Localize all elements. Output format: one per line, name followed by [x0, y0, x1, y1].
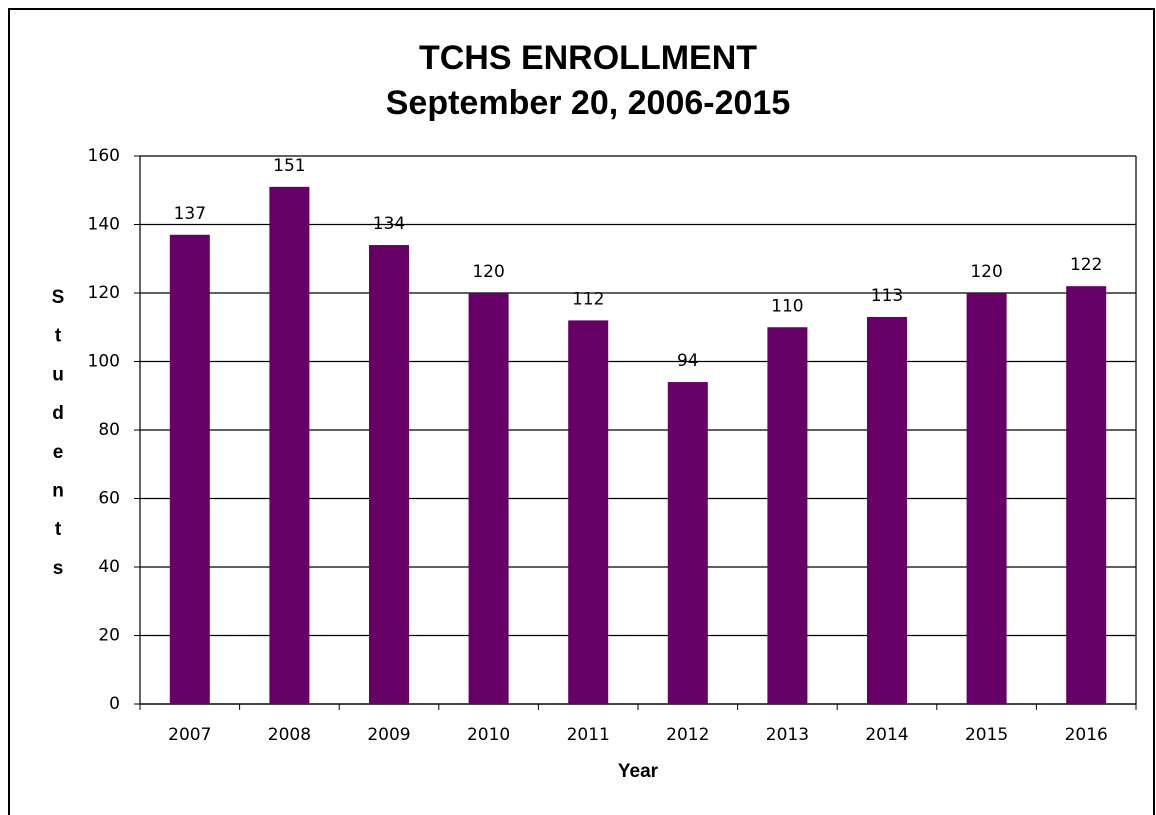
y-tick-label: 120 — [88, 283, 120, 303]
chart-title: TCHS ENROLLMENT — [419, 39, 757, 77]
x-tick-label: 2012 — [666, 725, 709, 745]
y-tick-label: 0 — [109, 694, 120, 714]
y-tick-label: 40 — [98, 557, 120, 577]
data-label: 113 — [871, 286, 903, 306]
bar — [568, 320, 609, 704]
y-tick-label: 100 — [88, 352, 120, 372]
bar — [1066, 286, 1107, 704]
x-tick-label: 2016 — [1065, 725, 1108, 745]
x-tick-label: 2007 — [168, 725, 211, 745]
data-label: 122 — [1070, 255, 1102, 275]
data-label: 120 — [970, 262, 1002, 282]
y-tick-label: 60 — [98, 489, 120, 509]
data-label: 134 — [373, 214, 405, 234]
data-label: 137 — [174, 204, 206, 224]
bar — [767, 327, 808, 704]
x-tick-label: 2014 — [865, 725, 908, 745]
chart-border — [8, 8, 1155, 815]
x-tick-label: 2010 — [467, 725, 510, 745]
y-tick-label: 140 — [88, 215, 120, 235]
x-tick-label: 2009 — [367, 725, 410, 745]
bar — [369, 245, 409, 705]
data-label: 94 — [677, 351, 699, 371]
data-label: 151 — [273, 156, 305, 176]
x-axis-title: Year — [618, 761, 659, 782]
data-label: 120 — [472, 262, 504, 282]
bar — [468, 293, 509, 704]
bar — [269, 186, 310, 704]
bar — [867, 316, 907, 704]
y-tick-label: 20 — [98, 626, 120, 646]
bar — [667, 382, 708, 704]
y-tick-label: 80 — [98, 420, 120, 440]
bar — [966, 293, 1007, 704]
chart-subtitle: September 20, 2006-2015 — [386, 84, 790, 122]
x-tick-label: 2008 — [268, 725, 311, 745]
data-label: 110 — [771, 296, 803, 316]
data-label: 112 — [572, 289, 604, 309]
y-tick-label: 160 — [88, 146, 120, 166]
x-tick-label: 2013 — [766, 725, 809, 745]
x-tick-label: 2015 — [965, 725, 1008, 745]
bar — [169, 234, 210, 704]
x-tick-label: 2011 — [567, 725, 610, 745]
